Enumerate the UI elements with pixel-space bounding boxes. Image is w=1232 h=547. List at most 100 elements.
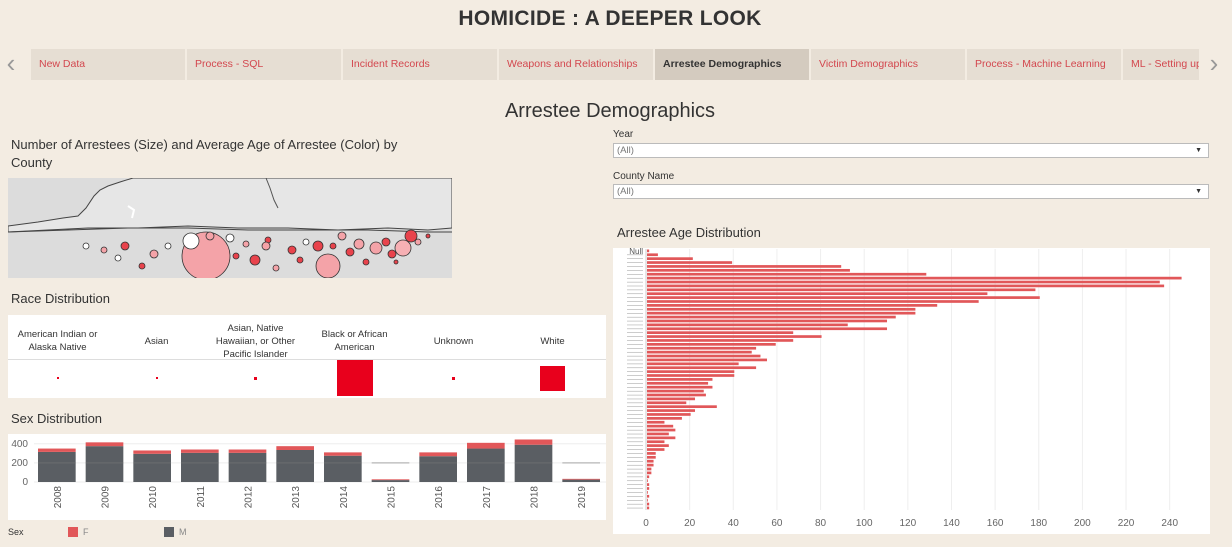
tab-incident-records[interactable]: Incident Records bbox=[343, 49, 498, 80]
county-bubble bbox=[302, 238, 310, 246]
county-filter-dropdown[interactable]: (All) ▼ bbox=[613, 184, 1209, 199]
tab-process-sql[interactable]: Process - SQL bbox=[187, 49, 342, 80]
age-bar bbox=[647, 385, 713, 389]
county-bubble bbox=[394, 239, 412, 257]
county-map[interactable] bbox=[8, 178, 452, 278]
age-bar bbox=[647, 350, 752, 354]
county-bubble bbox=[387, 249, 397, 259]
x-tick-label: 60 bbox=[771, 518, 783, 529]
x-tick-label: 2013 bbox=[291, 486, 302, 509]
race-column: Asian bbox=[107, 315, 206, 398]
y-tick-label: Null bbox=[629, 248, 643, 256]
county-bubble bbox=[232, 252, 240, 260]
bar-female bbox=[276, 446, 314, 450]
county-bubble bbox=[272, 264, 280, 272]
tab-ml-setting-up[interactable]: ML - Setting up bbox=[1123, 49, 1200, 80]
age-bar bbox=[647, 261, 733, 264]
race-square[interactable] bbox=[452, 376, 455, 380]
x-tick-label: 200 bbox=[1074, 518, 1091, 529]
county-bubble bbox=[205, 231, 215, 241]
county-bubble bbox=[393, 259, 399, 265]
bar-female bbox=[38, 448, 76, 452]
sex-chart-title: Sex Distribution bbox=[11, 411, 103, 426]
race-square[interactable] bbox=[56, 377, 59, 379]
legend-label-m: M bbox=[179, 527, 187, 537]
county-bubble bbox=[261, 241, 271, 251]
age-bar bbox=[647, 319, 888, 323]
age-bar bbox=[647, 292, 988, 296]
x-tick-label: 2014 bbox=[339, 486, 350, 509]
race-square[interactable] bbox=[155, 377, 158, 379]
x-tick-label: 2009 bbox=[101, 486, 112, 509]
age-bar bbox=[647, 358, 768, 362]
sex-distribution-chart[interactable]: 0 200 400 2008 2009 2010 2011 2012 2013 2014 2015 2… bbox=[8, 434, 606, 520]
age-distribution-chart[interactable]: 0 20 40 60 80 100 120 140 160 180 200 220 240 Null bbox=[613, 247, 1210, 534]
age-bar bbox=[647, 374, 735, 377]
county-bubble bbox=[404, 229, 418, 243]
county-filter-value: (All) bbox=[617, 186, 634, 197]
x-tick-label: 2015 bbox=[387, 486, 398, 509]
race-square[interactable] bbox=[540, 365, 565, 391]
age-bar bbox=[647, 424, 674, 428]
bar-male bbox=[38, 451, 76, 482]
race-square[interactable] bbox=[336, 360, 373, 396]
bar-female bbox=[228, 449, 267, 453]
bar-male bbox=[419, 456, 457, 482]
bar-female bbox=[419, 452, 457, 457]
age-bar bbox=[647, 506, 650, 510]
x-tick-label: 180 bbox=[1030, 518, 1047, 529]
age-bar bbox=[647, 346, 757, 350]
tab-weapons-and-relationships[interactable]: Weapons and Relationships bbox=[499, 49, 654, 80]
year-filter-dropdown[interactable]: (All) ▼ bbox=[613, 143, 1209, 158]
age-bar bbox=[647, 339, 794, 342]
age-bar bbox=[647, 288, 1036, 292]
main-title: HOMICIDE : A DEEPER LOOK bbox=[458, 7, 762, 30]
race-label: Black or African American bbox=[321, 329, 388, 353]
tab-arrestee-demographics[interactable]: Arrestee Demographics bbox=[655, 49, 810, 80]
race-label: White bbox=[540, 335, 565, 347]
county-bubble bbox=[182, 232, 200, 250]
x-tick-label: 80 bbox=[815, 518, 827, 529]
age-bar bbox=[647, 448, 665, 451]
bar-male bbox=[371, 480, 410, 482]
tab-victim-demographics[interactable]: Victim Demographics bbox=[811, 49, 966, 80]
x-tick-label: 2011 bbox=[196, 486, 207, 508]
age-bar bbox=[647, 502, 650, 506]
county-bubble bbox=[353, 238, 365, 250]
age-bar bbox=[647, 366, 757, 370]
age-bar bbox=[647, 381, 709, 385]
x-tick-label: 140 bbox=[943, 518, 960, 529]
x-tick-label: 20 bbox=[684, 518, 696, 529]
county-map-svg bbox=[8, 178, 452, 278]
age-bar bbox=[647, 479, 648, 483]
county-filter-label: County Name bbox=[613, 171, 675, 182]
race-distribution[interactable]: American Indian or Alaska Native Asian Asi… bbox=[8, 315, 606, 398]
dashboard-title: Arrestee Demographics bbox=[504, 100, 716, 122]
age-bar bbox=[647, 311, 916, 315]
race-label: Asian, Native Hawaiian, or Other Pacific… bbox=[215, 322, 296, 360]
x-tick-label: 2012 bbox=[244, 486, 255, 509]
chevron-right-icon[interactable]: › bbox=[1209, 48, 1219, 78]
age-bar bbox=[647, 405, 717, 409]
age-bar bbox=[647, 432, 669, 436]
tab-new-data[interactable]: New Data bbox=[31, 49, 186, 80]
chevron-left-icon[interactable]: ‹ bbox=[6, 48, 16, 78]
county-bubble bbox=[425, 233, 431, 239]
county-bubble bbox=[315, 253, 341, 278]
tab-process-machine-learning[interactable]: Process - Machine Learning bbox=[967, 49, 1122, 80]
age-bar bbox=[647, 428, 676, 432]
y-tick-label: 200 bbox=[11, 458, 28, 469]
county-bubble bbox=[345, 247, 355, 257]
race-square[interactable] bbox=[254, 376, 257, 380]
age-bar bbox=[647, 483, 650, 486]
x-tick-label: 2008 bbox=[53, 486, 64, 509]
x-tick-label: 2016 bbox=[434, 486, 445, 509]
x-tick-label: 2010 bbox=[148, 486, 159, 509]
race-label: Unknown bbox=[433, 335, 474, 347]
race-column: Unknown bbox=[404, 315, 503, 398]
age-bar bbox=[647, 249, 650, 253]
age-bar bbox=[647, 420, 665, 424]
age-bar bbox=[647, 354, 761, 358]
x-tick-label: 40 bbox=[728, 518, 740, 529]
race-title: Race Distribution bbox=[11, 291, 110, 306]
